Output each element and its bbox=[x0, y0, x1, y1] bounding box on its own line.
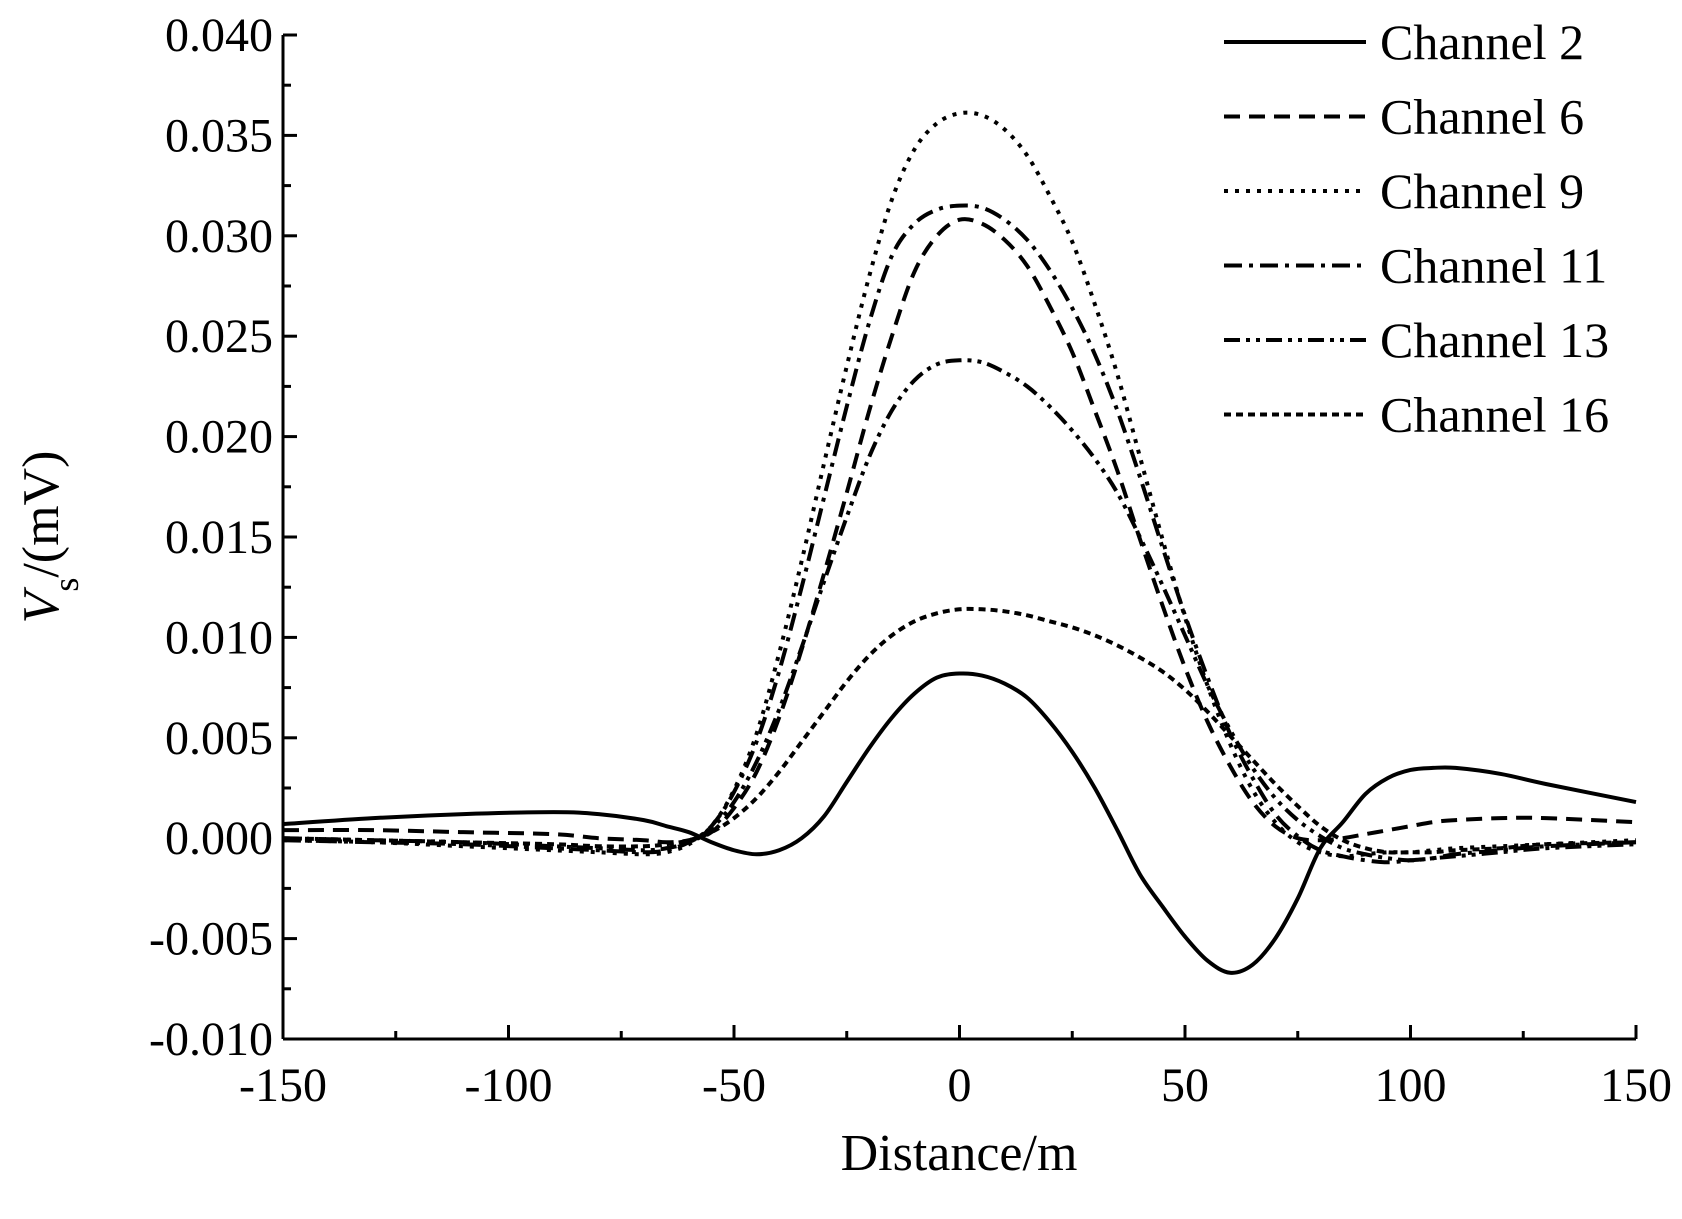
legend-label-channel-13: Channel 13 bbox=[1380, 312, 1609, 368]
x-tick-label: 150 bbox=[1600, 1059, 1672, 1112]
y-axis-title-main: V bbox=[13, 586, 70, 623]
tick-labels: -150 -100 -50 0 50 100 150 -0.010 -0.005 0.000 0.0… bbox=[149, 9, 1672, 1112]
y-axis-title: Vs/(mV) bbox=[13, 451, 86, 624]
y-tick-label: 0.005 bbox=[165, 712, 273, 765]
legend-label-channel-2: Channel 2 bbox=[1380, 14, 1584, 70]
x-tick-label: -150 bbox=[239, 1059, 327, 1112]
y-tick-label: 0.030 bbox=[165, 210, 273, 263]
series-line-channel-16 bbox=[282, 606, 1637, 855]
y-tick-label: 0.035 bbox=[165, 109, 273, 162]
axes bbox=[281, 35, 1636, 1041]
x-tick-label: 0 bbox=[948, 1059, 972, 1112]
y-axis-title-unit: /(mV) bbox=[13, 451, 70, 578]
x-axis-title: Distance/m bbox=[841, 1125, 1078, 1182]
y-tick-label: -0.005 bbox=[149, 913, 273, 966]
legend-label-channel-16: Channel 16 bbox=[1380, 387, 1609, 443]
y-tick-label: -0.010 bbox=[149, 1013, 273, 1066]
series-layer bbox=[282, 110, 1637, 975]
series-line-channel-9 bbox=[282, 110, 1637, 859]
legend: Channel 2 Channel 6 Channel 9 Channel 11 Cha… bbox=[1224, 14, 1609, 443]
legend-label-channel-6: Channel 6 bbox=[1380, 89, 1584, 145]
series-line-channel-11 bbox=[282, 203, 1637, 865]
x-tick-label: -50 bbox=[702, 1059, 766, 1112]
y-tick-label: 0.010 bbox=[165, 611, 273, 664]
legend-label-channel-9: Channel 9 bbox=[1380, 163, 1584, 219]
legend-label-channel-11: Channel 11 bbox=[1380, 238, 1607, 294]
y-tick-label: 0.015 bbox=[165, 511, 273, 564]
x-tick-label: 50 bbox=[1161, 1059, 1209, 1112]
y-tick-label: 0.040 bbox=[165, 9, 273, 62]
x-tick-label: 100 bbox=[1375, 1059, 1447, 1112]
series-line-channel-2 bbox=[282, 671, 1637, 975]
series-line-channel-13 bbox=[282, 358, 1637, 863]
y-tick-label: 0.020 bbox=[165, 411, 273, 464]
x-tick-label: -100 bbox=[465, 1059, 553, 1112]
y-tick-label: 0.000 bbox=[165, 812, 273, 865]
y-tick-label: 0.025 bbox=[165, 310, 273, 363]
y-axis-title-subscript: s bbox=[46, 578, 86, 592]
